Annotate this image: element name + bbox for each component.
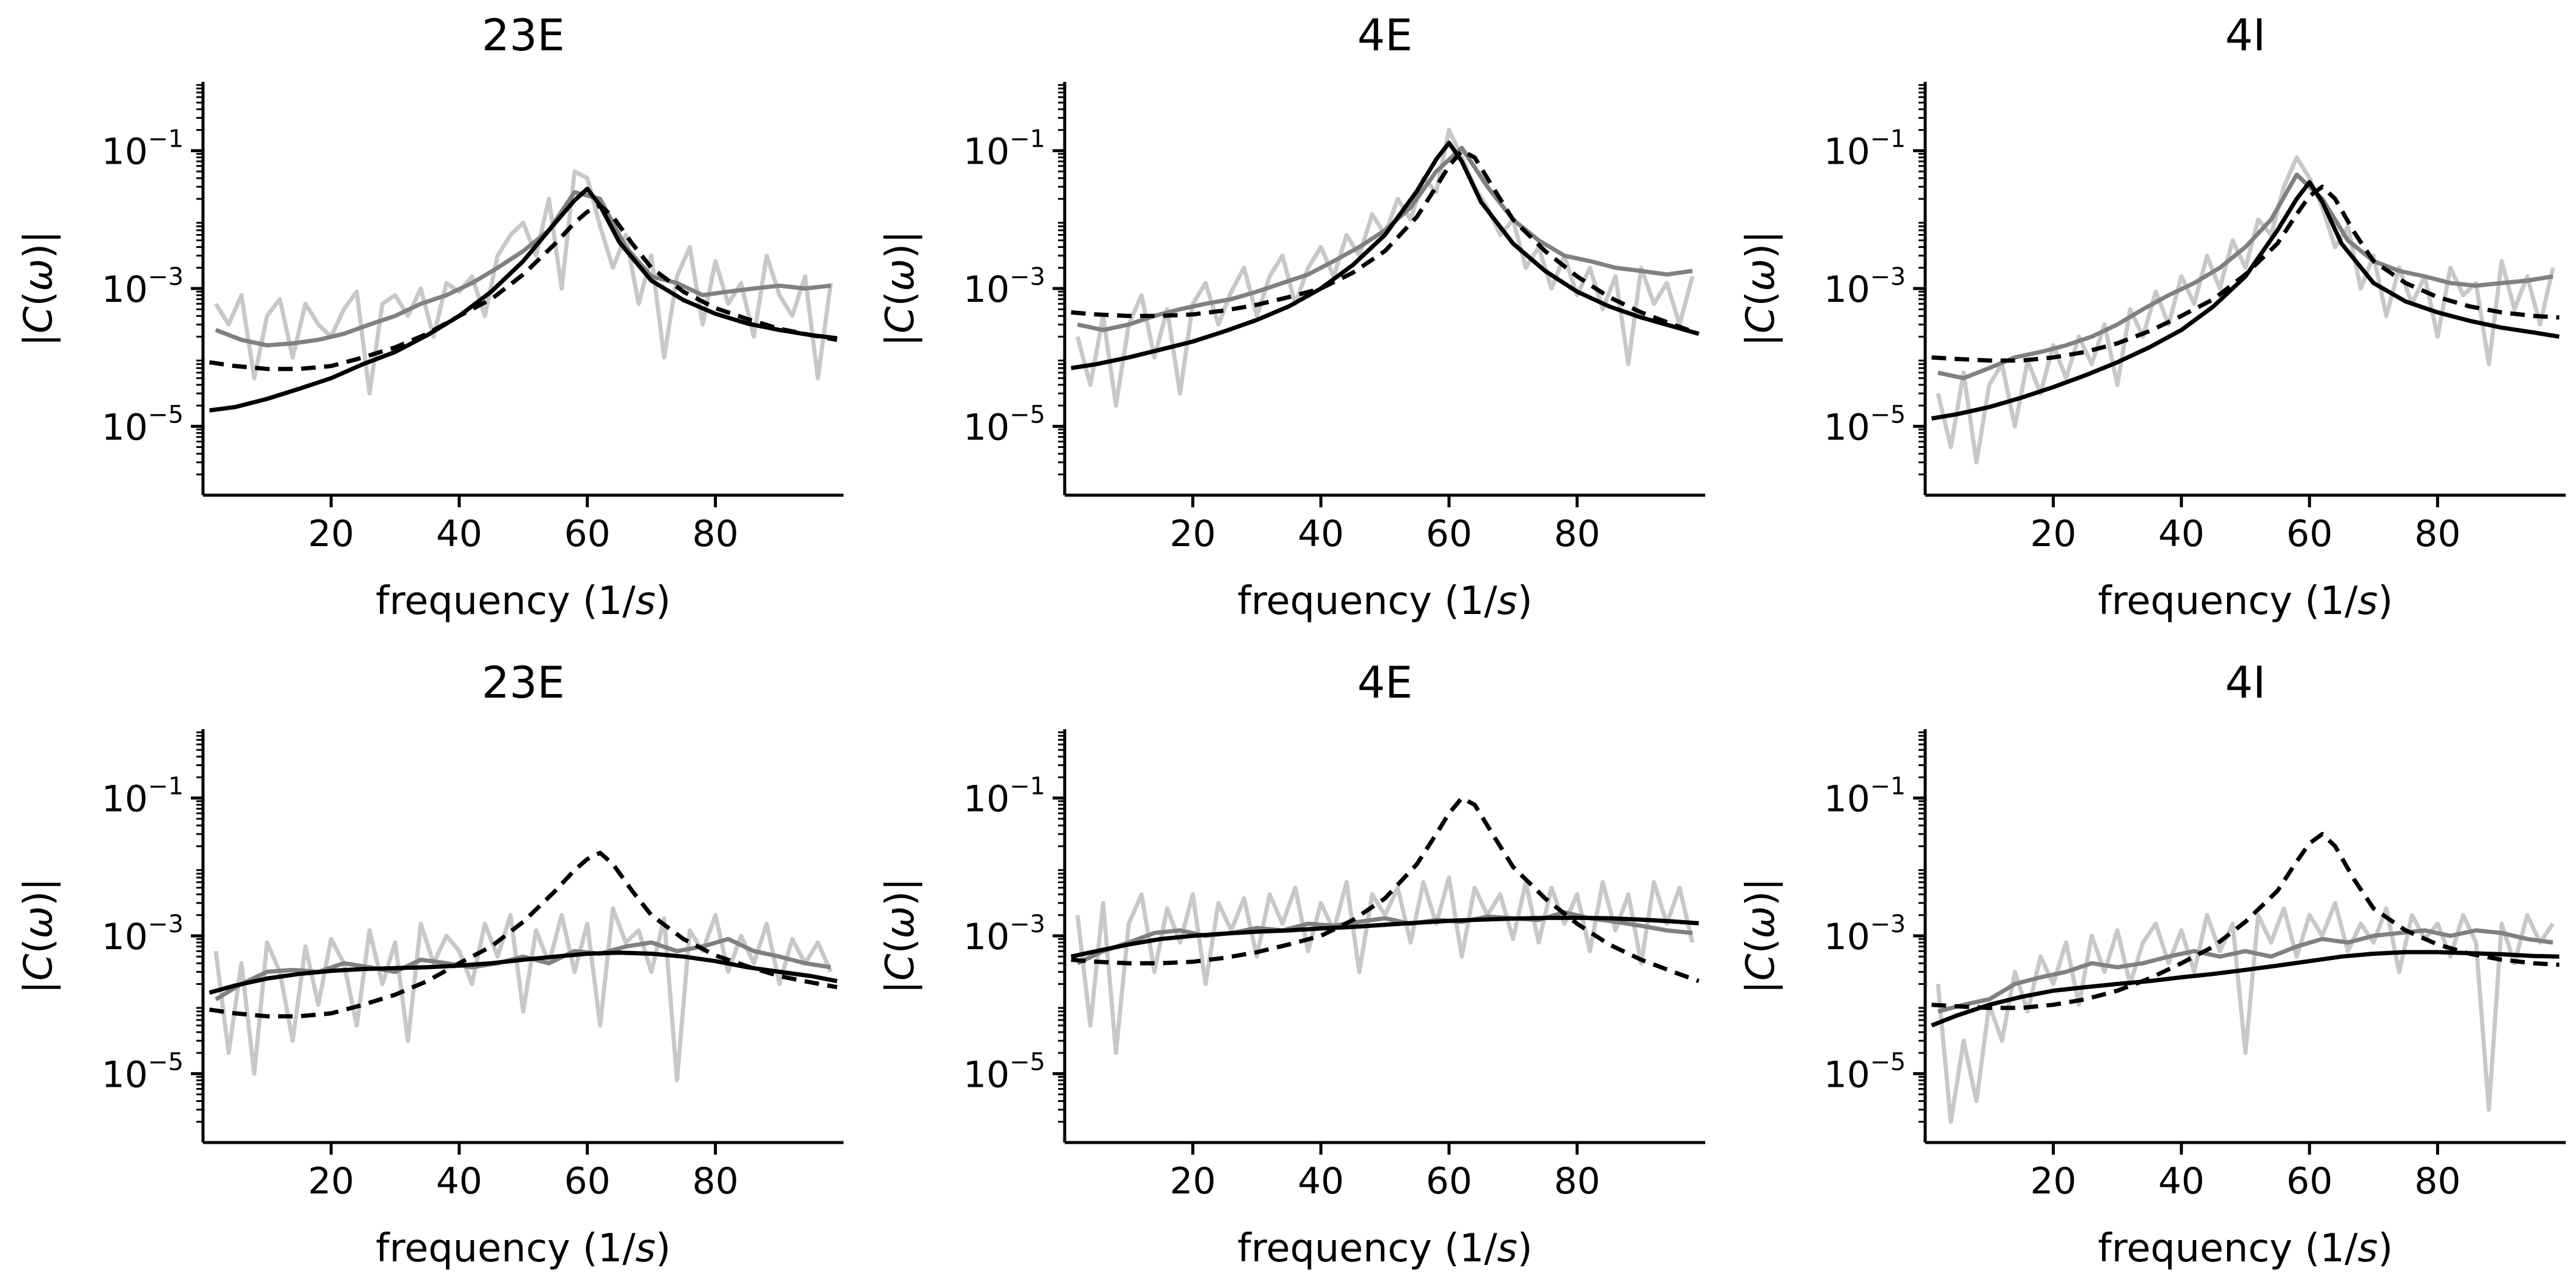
x-tick-label: 20 [2030,513,2076,555]
y-axis-label: |C(ω)| [1739,878,1783,993]
y-tick-label: 10−5 [102,1048,184,1096]
x-tick-label: 80 [692,1160,738,1203]
y-tick-label: 10−3 [964,910,1045,958]
model-fit-solid-line [208,950,838,995]
y-tick-label: 10−5 [964,1048,1045,1096]
subplot-5: 10−1 10−3 10−5 20 40 60 80 4E frequency (1/s) |C(… [878,657,1705,1271]
x-axis-label: frequency (1/s) [1237,1226,1533,1271]
smoothed-spectrum-line [1937,172,2554,381]
model-fit-solid-line [209,187,837,413]
x-tick-label: 60 [1426,513,1472,555]
smoothed-spectrum-line [1937,928,2554,1014]
model-fit-dashed-line [209,203,838,372]
x-tick-label: 40 [2158,1160,2205,1203]
raw-spectrum-line [1075,875,1695,1055]
y-axis-label: |C(ω)| [878,230,923,346]
x-tick-label: 80 [1554,1160,1600,1203]
raw-spectrum-line [1075,127,1695,408]
subplot-title: 4I [2225,657,2266,708]
model-fit-solid-line [1931,950,2560,1028]
x-tick-label: 60 [1426,1160,1472,1203]
y-tick-label: 10−1 [102,125,184,173]
subplot-3: 10−1 10−3 10−5 20 40 60 80 4I frequency (1/s) |C(… [1739,10,2566,624]
y-tick-label: 10−1 [964,773,1045,821]
model-fit-dashed-line [1071,148,1700,336]
x-tick-label: 80 [2414,1160,2460,1203]
y-tick-label: 10−3 [102,910,184,958]
subplot-title: 4I [2225,10,2266,61]
model-fit-solid-line [1071,141,1700,370]
x-tick-label: 80 [1554,513,1600,555]
y-tick-label: 10−1 [964,125,1045,173]
model-fit-dashed-line [1071,796,1700,983]
subplot-2: 10−1 10−3 10−5 20 40 60 80 4E frequency (1/s) |C(… [878,10,1705,624]
subplot-4: 10−1 10−3 10−5 20 40 60 80 23E frequency (1/s) |C… [16,657,844,1271]
x-tick-label: 60 [564,513,610,555]
y-tick-label: 10−1 [1824,773,1906,821]
y-tick-label: 10−5 [1824,401,1906,449]
x-tick-label: 20 [1170,1160,1216,1203]
model-fit-solid-line [1070,915,1699,959]
x-axis-label: frequency (1/s) [2098,579,2393,624]
subplot-6: 10−1 10−3 10−5 20 40 60 80 4I frequency (1/s) |C(… [1739,657,2566,1271]
y-tick-label: 10−3 [1824,263,1906,311]
subplot-title: 4E [1357,10,1413,61]
x-tick-label: 20 [2030,1160,2076,1203]
raw-spectrum-line [213,906,833,1083]
y-axis-label: |C(ω)| [16,878,61,993]
x-tick-label: 80 [692,513,738,555]
model-fit-dashed-line [209,850,838,1019]
model-fit-dashed-line [1931,184,2560,363]
x-axis-label: frequency (1/s) [376,579,671,624]
x-axis-label: frequency (1/s) [1237,579,1533,624]
model-fit-dashed-line [1931,832,2560,1010]
y-axis-label: |C(ω)| [16,230,61,346]
subplot-title: 23E [482,10,565,61]
x-tick-label: 40 [2158,513,2205,555]
subplot-title: 23E [482,657,565,708]
x-tick-label: 20 [308,1160,354,1203]
x-tick-label: 20 [1170,513,1216,555]
y-tick-label: 10−5 [1824,1048,1906,1096]
x-tick-label: 40 [1298,513,1344,555]
raw-spectrum-line [1935,155,2555,465]
x-tick-label: 60 [564,1160,610,1203]
y-axis-label: |C(ω)| [878,878,923,993]
x-tick-label: 40 [436,1160,482,1203]
x-tick-label: 60 [2286,513,2332,555]
y-tick-label: 10−3 [964,263,1045,311]
x-axis-label: frequency (1/s) [2098,1226,2393,1271]
y-tick-label: 10−1 [102,773,184,821]
y-tick-label: 10−5 [964,401,1045,449]
x-tick-label: 60 [2286,1160,2332,1203]
smoothed-spectrum-line [1077,145,1693,332]
subplot-1: 10−1 10−3 10−5 20 40 60 80 23E frequency (1/s) |C… [16,10,844,624]
x-tick-label: 20 [308,513,354,555]
y-tick-label: 10−3 [102,263,184,311]
raw-spectrum-line [1935,901,2555,1124]
y-axis-label: |C(ω)| [1739,230,1783,346]
y-tick-label: 10−5 [102,401,184,449]
y-tick-label: 10−3 [1824,910,1906,958]
x-tick-label: 40 [436,513,482,555]
model-fit-solid-line [1931,180,2560,421]
raw-spectrum-line [214,169,833,396]
x-tick-label: 80 [2414,513,2460,555]
subplot-title: 4E [1357,657,1413,708]
y-tick-label: 10−1 [1824,125,1906,173]
x-tick-label: 40 [1298,1160,1344,1203]
smoothed-spectrum-line [215,190,831,348]
x-axis-label: frequency (1/s) [376,1226,671,1271]
